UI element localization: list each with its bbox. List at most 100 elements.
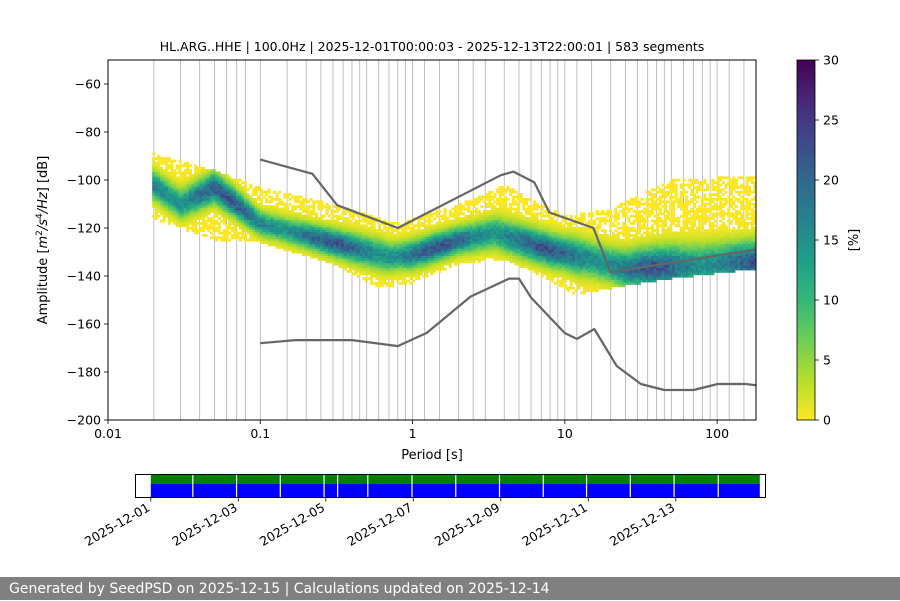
heat-cell: [520, 251, 523, 254]
heat-cell: [349, 236, 352, 239]
heat-cell: [577, 251, 580, 254]
heat-cell: [635, 234, 638, 237]
heat-cell: [220, 215, 223, 218]
heat-cell: [165, 200, 168, 203]
heat-cell: [339, 260, 342, 263]
heat-cell: [223, 212, 226, 215]
heat-cell: [556, 253, 559, 256]
heat-cell: [528, 236, 531, 239]
heat-cell: [318, 222, 321, 225]
heat-cell: [341, 232, 344, 235]
heat-cell: [635, 236, 638, 239]
heat-cell: [194, 215, 197, 218]
heat-cell: [520, 236, 523, 239]
heat-cell: [470, 224, 473, 227]
heat-cell: [627, 263, 630, 266]
heat-cell: [596, 260, 599, 263]
heat-cell: [567, 289, 570, 292]
heat-cell: [234, 234, 237, 237]
heat-cell: [157, 169, 160, 172]
heat-cell: [520, 258, 523, 261]
heat-cell: [197, 229, 200, 232]
heat-cell: [457, 227, 460, 230]
heat-cell: [640, 280, 643, 283]
heat-cell: [270, 217, 273, 220]
heat-cell: [381, 234, 384, 237]
heat-cell: [268, 217, 271, 220]
heat-cell: [648, 212, 651, 215]
heat-cell: [388, 258, 391, 261]
heat-cell: [362, 227, 365, 230]
heat-cell: [339, 248, 342, 251]
heat-cell: [501, 208, 504, 211]
heat-cell: [226, 227, 229, 230]
heat-cell: [606, 287, 609, 290]
heat-cell: [171, 212, 174, 215]
heat-cell: [255, 186, 258, 189]
heat-cell: [596, 263, 599, 266]
heat-cell: [446, 217, 449, 220]
heat-cell: [184, 212, 187, 215]
heat-cell: [643, 275, 646, 278]
heat-cell: [517, 248, 520, 251]
heat-cell: [514, 234, 517, 237]
heat-cell: [601, 272, 604, 275]
heat-cell: [475, 251, 478, 254]
heat-cell: [407, 258, 410, 261]
heat-cell: [598, 227, 601, 230]
heat-cell: [231, 217, 234, 220]
heat-cell: [278, 244, 281, 247]
heat-cell: [336, 251, 339, 254]
heat-cell: [163, 174, 166, 177]
heat-cell: [522, 232, 525, 235]
heat-cell: [570, 275, 573, 278]
heat-cell: [640, 198, 643, 201]
heat-cell: [360, 263, 363, 266]
heat-cell: [567, 246, 570, 249]
heat-cell: [304, 234, 307, 237]
heat-cell: [176, 208, 179, 211]
heat-cell: [333, 234, 336, 237]
heat-cell: [604, 236, 607, 239]
heat-cell: [596, 265, 599, 268]
heat-cell: [310, 234, 313, 237]
heat-cell: [223, 239, 226, 242]
heat-cell: [236, 203, 239, 206]
heat-cell: [328, 260, 331, 263]
heat-cell: [155, 212, 158, 215]
heat-cell: [260, 217, 263, 220]
heat-cell: [184, 188, 187, 191]
heat-cell: [572, 256, 575, 259]
heat-cell: [318, 205, 321, 208]
heat-cell: [386, 284, 389, 287]
heat-cell: [423, 232, 426, 235]
heat-cell: [580, 284, 583, 287]
heat-cell: [551, 224, 554, 227]
heat-cell: [207, 198, 210, 201]
heat-cell: [362, 246, 365, 249]
heat-cell: [315, 256, 318, 259]
heat-cell: [289, 246, 292, 249]
heat-cell: [501, 215, 504, 218]
heat-cell: [570, 246, 573, 249]
heat-cell: [559, 246, 562, 249]
heat-cell: [617, 246, 620, 249]
heat-cell: [168, 172, 171, 175]
heat-cell: [199, 205, 202, 208]
heat-cell: [273, 229, 276, 232]
heat-cell: [575, 244, 578, 247]
heat-cell: [533, 212, 536, 215]
heat-cell: [583, 265, 586, 268]
heat-cell: [168, 200, 171, 203]
heat-cell: [234, 179, 237, 182]
heat-cell: [331, 256, 334, 259]
heat-cell: [549, 241, 552, 244]
heat-cell: [420, 272, 423, 275]
heat-cell: [220, 200, 223, 203]
heat-cell: [457, 224, 460, 227]
heat-cell: [635, 232, 638, 235]
heat-cell: [273, 217, 276, 220]
heat-cell: [249, 220, 252, 223]
heat-cell: [622, 212, 625, 215]
heat-cell: [601, 241, 604, 244]
